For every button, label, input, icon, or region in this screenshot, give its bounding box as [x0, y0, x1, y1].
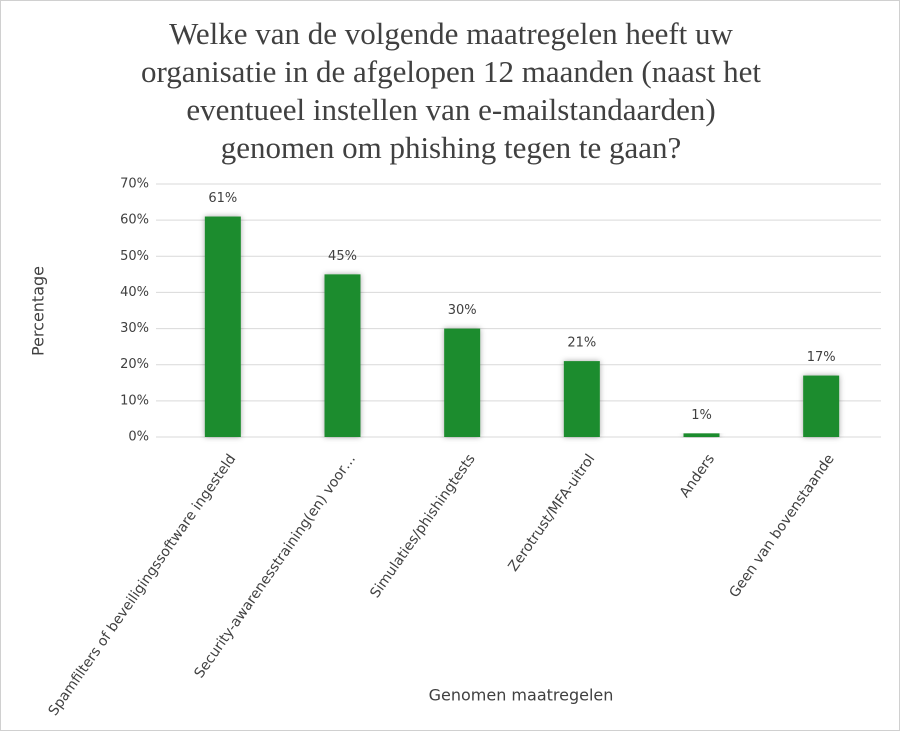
x-tick-label: Anders	[677, 451, 718, 500]
y-tick-label: 70%	[120, 177, 149, 192]
x-tick-label: Zerotrust/MFA-uitrol	[505, 451, 598, 574]
bar	[803, 375, 840, 437]
x-tick-label: Simulaties/phishingtests	[367, 451, 478, 601]
bar	[324, 274, 361, 437]
bar	[444, 328, 481, 437]
data-label: 61%	[208, 191, 237, 206]
data-label: 1%	[691, 408, 712, 423]
chart-title: Welke van de volgende maatregelen heeft …	[140, 16, 762, 165]
bar	[204, 216, 241, 437]
y-tick-label: 10%	[120, 393, 149, 408]
y-tick-label: 0%	[128, 430, 149, 445]
data-label: 45%	[328, 249, 357, 264]
y-tick-label: 20%	[120, 357, 149, 372]
bar	[683, 433, 720, 437]
data-label: 17%	[807, 350, 836, 365]
x-tick-label: Spamfilters of beveiligingssoftware inge…	[46, 451, 240, 718]
y-tick-label: 60%	[120, 213, 149, 228]
data-label: 30%	[448, 303, 477, 318]
x-tick-label: Geen van bovenstaande	[726, 451, 837, 600]
bar	[563, 361, 600, 437]
y-tick-label: 30%	[120, 321, 149, 336]
y-axis-label: Percentage	[29, 266, 48, 356]
y-tick-label: 40%	[120, 285, 149, 300]
x-axis-label: Genomen maatregelen	[429, 686, 614, 705]
data-label: 21%	[567, 336, 596, 351]
y-tick-label: 50%	[120, 249, 149, 264]
